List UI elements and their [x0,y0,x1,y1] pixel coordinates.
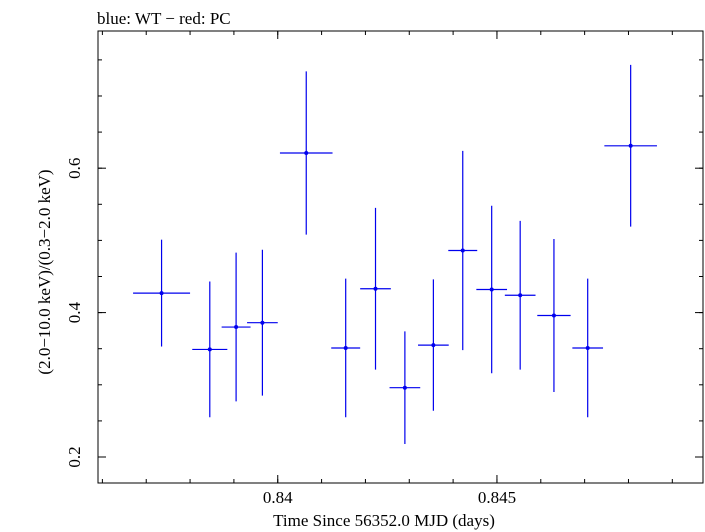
data-marker [207,347,212,352]
axes [97,30,704,484]
data-marker [260,320,265,325]
y-tick-label: 0.4 [65,301,84,323]
data-point [221,252,251,402]
series-wt [133,64,657,445]
data-marker [304,151,309,156]
data-marker [460,248,465,253]
data-point [331,278,361,418]
x-axis-label: Time Since 56352.0 MJD (days) [273,511,495,530]
data-point [504,220,536,370]
plot-frame [97,30,704,484]
data-series [133,64,657,445]
data-point [247,249,278,396]
y-tick-label: 0.2 [65,446,84,467]
data-point [604,64,657,227]
data-marker [489,287,494,292]
data-point [360,207,391,370]
data-marker [343,345,348,350]
data-point [572,278,604,418]
data-marker [402,385,407,390]
data-point [448,150,478,351]
data-point [476,205,508,374]
data-point [192,281,228,418]
data-marker [431,343,436,348]
data-marker [585,345,590,350]
data-marker [234,325,239,330]
data-marker [551,313,556,318]
data-marker [628,143,633,148]
data-point [279,71,333,235]
data-marker [159,291,164,296]
chart-title: blue: WT − red: PC [97,9,231,28]
y-axis-label: (2.0−10.0 keV)/(0.3−2.0 keV) [35,169,54,374]
data-point [537,238,571,393]
data-point [133,239,191,347]
y-tick-label: 0.6 [65,158,84,179]
data-point [418,279,449,411]
x-tick-label: 0.845 [478,488,516,507]
x-tick-label: 0.84 [263,488,293,507]
data-point [389,331,421,445]
ticks: 0.84 0.845 0.2 0.4 0.6 [65,31,703,507]
data-marker [373,286,378,291]
data-marker [518,293,523,298]
